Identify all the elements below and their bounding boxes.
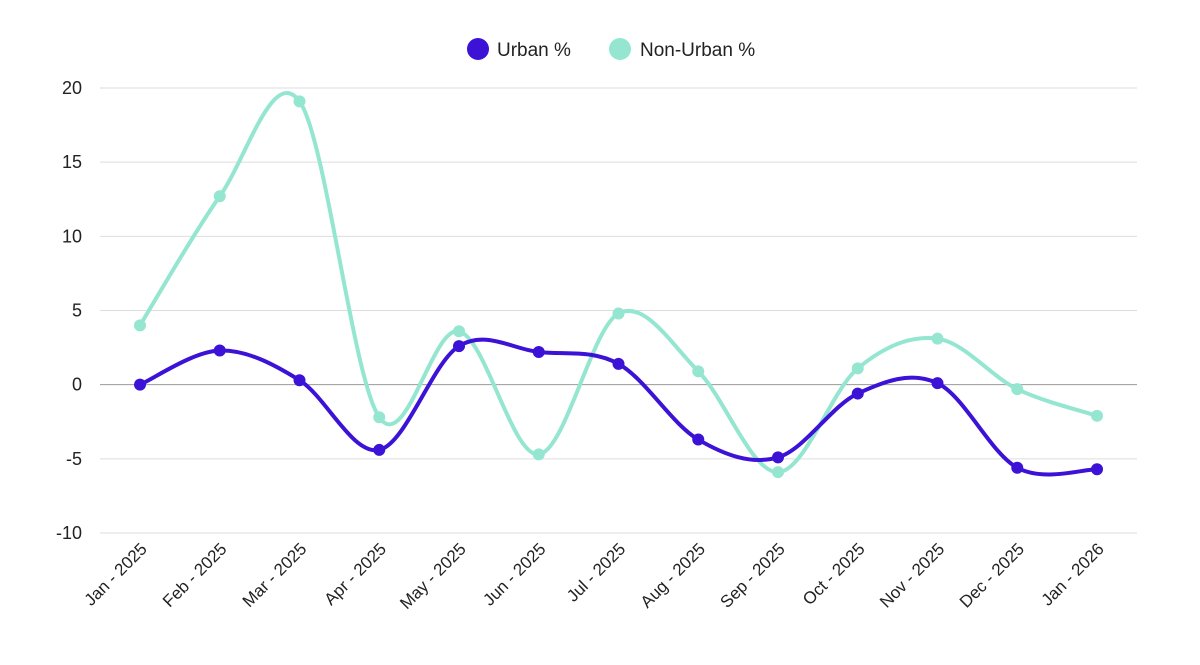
y-tick-label: 0 <box>72 375 82 395</box>
data-point-non-urban[interactable] <box>851 362 864 375</box>
x-tick-label: Dec - 2025 <box>956 539 1028 611</box>
y-tick-label: 20 <box>62 78 82 98</box>
data-point-urban[interactable] <box>213 344 226 357</box>
data-point-non-urban[interactable] <box>453 325 465 338</box>
x-tick-label: Feb - 2025 <box>159 539 231 611</box>
legend-item-urban[interactable]: Urban % <box>467 38 571 61</box>
data-point-non-urban[interactable] <box>931 332 944 345</box>
x-tick-label: Aug - 2025 <box>637 539 709 611</box>
legend-item-non-urban[interactable]: Non-Urban % <box>609 38 755 61</box>
legend-label: Non-Urban % <box>640 40 755 61</box>
data-point-non-urban[interactable] <box>612 307 625 320</box>
legend-swatch <box>467 38 489 60</box>
y-tick-label: -5 <box>66 449 82 469</box>
x-axis-ticks: Jan - 2025 Feb - 2025 Mar - 2025 Apr - 2025… <box>81 539 1108 613</box>
data-point-urban[interactable] <box>1091 463 1103 476</box>
series-urban <box>134 337 1103 477</box>
data-point-non-urban[interactable] <box>532 448 545 461</box>
legend: Urban % Non-Urban % <box>467 38 755 61</box>
grid-lines <box>100 87 1137 534</box>
x-tick-label: Jan - 2025 <box>81 539 151 609</box>
data-point-non-urban[interactable] <box>213 190 226 203</box>
x-tick-label: Sep - 2025 <box>717 539 789 611</box>
data-point-urban[interactable] <box>453 340 465 353</box>
data-point-urban[interactable] <box>612 357 625 370</box>
y-tick-label: 15 <box>62 152 82 172</box>
data-point-non-urban[interactable] <box>373 411 386 424</box>
data-point-non-urban[interactable] <box>1091 409 1103 422</box>
y-axis-ticks: 20 15 10 5 0 -5 -10 <box>56 78 82 543</box>
x-tick-label: Jan - 2026 <box>1038 539 1108 609</box>
series-non-urban <box>134 91 1103 479</box>
data-point-non-urban[interactable] <box>772 466 784 479</box>
data-point-non-urban[interactable] <box>293 95 306 108</box>
legend-swatch <box>609 38 631 60</box>
x-tick-label: Jul - 2025 <box>563 539 629 605</box>
x-tick-label: Oct - 2025 <box>799 539 869 609</box>
data-point-urban[interactable] <box>532 346 545 359</box>
data-point-urban[interactable] <box>931 377 944 390</box>
y-tick-label: -10 <box>56 523 82 543</box>
data-point-non-urban[interactable] <box>692 365 705 378</box>
x-tick-label: May - 2025 <box>396 539 470 613</box>
series-lines <box>134 91 1103 479</box>
x-tick-label: Nov - 2025 <box>876 539 948 611</box>
series-line-non-urban <box>138 91 1099 475</box>
data-point-urban[interactable] <box>134 378 146 391</box>
data-point-non-urban[interactable] <box>1011 383 1024 396</box>
data-point-urban[interactable] <box>373 443 386 456</box>
data-point-non-urban[interactable] <box>134 319 146 332</box>
x-tick-label: Jun - 2025 <box>479 539 549 609</box>
y-tick-label: 5 <box>72 301 82 321</box>
legend-label: Urban % <box>497 40 571 61</box>
data-point-urban[interactable] <box>772 451 784 464</box>
data-point-urban[interactable] <box>851 387 864 400</box>
x-tick-label: Mar - 2025 <box>239 539 311 611</box>
data-point-urban[interactable] <box>692 433 705 446</box>
y-tick-label: 10 <box>62 226 82 246</box>
x-tick-label: Apr - 2025 <box>321 539 391 609</box>
data-point-urban[interactable] <box>1011 461 1024 474</box>
data-point-urban[interactable] <box>293 374 306 387</box>
